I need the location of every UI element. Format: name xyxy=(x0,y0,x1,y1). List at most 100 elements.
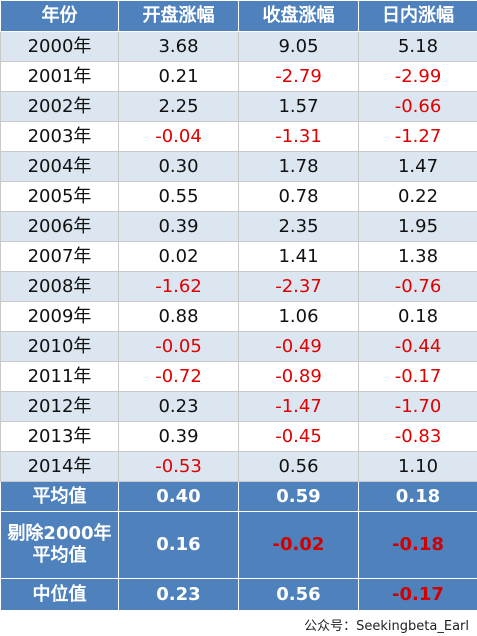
value-cell: 2.25 xyxy=(118,91,239,122)
header-cell: 开盘涨幅 xyxy=(118,0,239,32)
value-cell: -0.17 xyxy=(358,361,477,392)
summary-value: 0.18 xyxy=(358,481,477,512)
year-cell: 2006年 xyxy=(0,211,119,242)
value-cell: 5.18 xyxy=(358,31,477,62)
value-cell: 0.21 xyxy=(118,61,239,92)
value-cell: 0.78 xyxy=(238,181,359,212)
year-row: 2006年 0.39 2.35 1.95 xyxy=(0,211,477,242)
summary-label: 剔除2000年 平均值 xyxy=(0,511,119,579)
value-cell: 0.02 xyxy=(118,241,239,272)
year-cell: 2010年 xyxy=(0,331,119,362)
year-cell: 2009年 xyxy=(0,301,119,332)
data-table: 年份 开盘涨幅 收盘涨幅 日内涨幅 2000年 3.68 9.05 5.18 2001年 0.21… xyxy=(0,0,477,611)
summary-value: 0.56 xyxy=(238,578,359,611)
value-cell: 1.06 xyxy=(238,301,359,332)
year-row: 2014年 -0.53 0.56 1.10 xyxy=(0,451,477,482)
year-row: 2012年 0.23 -1.47 -1.70 xyxy=(0,391,477,422)
value-cell: -1.62 xyxy=(118,271,239,302)
value-cell: 0.30 xyxy=(118,151,239,182)
header-cell: 收盘涨幅 xyxy=(238,0,359,32)
summary-value: 0.23 xyxy=(118,578,239,611)
value-cell: 1.95 xyxy=(358,211,477,242)
year-cell: 2011年 xyxy=(0,361,119,392)
year-row: 2007年 0.02 1.41 1.38 xyxy=(0,241,477,272)
summary-value: -0.18 xyxy=(358,511,477,579)
value-cell: -0.04 xyxy=(118,121,239,152)
value-cell: -2.99 xyxy=(358,61,477,92)
summary-label-line: 剔除2000年 xyxy=(7,523,112,544)
year-row: 2002年 2.25 1.57 -0.66 xyxy=(0,91,477,122)
value-cell: -0.83 xyxy=(358,421,477,452)
value-cell: -0.72 xyxy=(118,361,239,392)
year-cell: 2001年 xyxy=(0,61,119,92)
value-cell: 1.10 xyxy=(358,451,477,482)
value-cell: -0.45 xyxy=(238,421,359,452)
credit: 公众号：Seekingbeta_Earl xyxy=(304,619,469,634)
value-cell: -0.66 xyxy=(358,91,477,122)
summary-label: 平均值 xyxy=(0,481,119,512)
year-cell: 2005年 xyxy=(0,181,119,212)
summary-value: 0.40 xyxy=(118,481,239,512)
year-row: 2004年 0.30 1.78 1.47 xyxy=(0,151,477,182)
summary-value: 0.16 xyxy=(118,511,239,579)
value-cell: 1.57 xyxy=(238,91,359,122)
value-cell: -0.53 xyxy=(118,451,239,482)
value-cell: 0.39 xyxy=(118,211,239,242)
year-row: 2005年 0.55 0.78 0.22 xyxy=(0,181,477,212)
value-cell: 9.05 xyxy=(238,31,359,62)
value-cell: -0.05 xyxy=(118,331,239,362)
year-row: 2009年 0.88 1.06 0.18 xyxy=(0,301,477,332)
value-cell: 1.78 xyxy=(238,151,359,182)
year-row: 2013年 0.39 -0.45 -0.83 xyxy=(0,421,477,452)
header-row: 年份 开盘涨幅 收盘涨幅 日内涨幅 xyxy=(0,0,477,32)
summary-value: -0.17 xyxy=(358,578,477,611)
value-cell: -0.49 xyxy=(238,331,359,362)
value-cell: -1.27 xyxy=(358,121,477,152)
year-cell: 2007年 xyxy=(0,241,119,272)
summary-value: -0.02 xyxy=(238,511,359,579)
summary-label-line: 中位值 xyxy=(32,583,87,605)
value-cell: 1.47 xyxy=(358,151,477,182)
value-cell: -1.70 xyxy=(358,391,477,422)
year-row: 2001年 0.21 -2.79 -2.99 xyxy=(0,61,477,92)
value-cell: 1.38 xyxy=(358,241,477,272)
year-cell: 2003年 xyxy=(0,121,119,152)
summary-value: 0.59 xyxy=(238,481,359,512)
summary-row: 剔除2000年 平均值 0.16 -0.02 -0.18 xyxy=(0,511,477,579)
summary-row: 平均值 0.40 0.59 0.18 xyxy=(0,481,477,512)
value-cell: -0.89 xyxy=(238,361,359,392)
year-row: 2008年 -1.62 -2.37 -0.76 xyxy=(0,271,477,302)
year-row: 2003年 -0.04 -1.31 -1.27 xyxy=(0,121,477,152)
header-cell: 日内涨幅 xyxy=(358,0,477,32)
value-cell: 2.35 xyxy=(238,211,359,242)
value-cell: 0.18 xyxy=(358,301,477,332)
summary-label-line: 平均值 xyxy=(32,485,87,507)
value-cell: -2.79 xyxy=(238,61,359,92)
year-row: 2011年 -0.72 -0.89 -0.17 xyxy=(0,361,477,392)
value-cell: 1.41 xyxy=(238,241,359,272)
value-cell: -2.37 xyxy=(238,271,359,302)
year-row: 2010年 -0.05 -0.49 -0.44 xyxy=(0,331,477,362)
value-cell: 0.55 xyxy=(118,181,239,212)
value-cell: -0.76 xyxy=(358,271,477,302)
year-cell: 2012年 xyxy=(0,391,119,422)
value-cell: 0.22 xyxy=(358,181,477,212)
value-cell: -0.44 xyxy=(358,331,477,362)
header-cell: 年份 xyxy=(0,0,119,32)
value-cell: 0.23 xyxy=(118,391,239,422)
year-row: 2000年 3.68 9.05 5.18 xyxy=(0,31,477,62)
value-cell: 0.88 xyxy=(118,301,239,332)
value-cell: -1.31 xyxy=(238,121,359,152)
summary-row: 中位值 0.23 0.56 -0.17 xyxy=(0,578,477,611)
value-cell: 0.39 xyxy=(118,421,239,452)
year-cell: 2002年 xyxy=(0,91,119,122)
value-cell: 0.56 xyxy=(238,451,359,482)
value-cell: -1.47 xyxy=(238,391,359,422)
year-cell: 2008年 xyxy=(0,271,119,302)
summary-label: 中位值 xyxy=(0,578,119,611)
footer: 公众号：Seekingbeta_Earl xyxy=(0,610,477,636)
year-cell: 2000年 xyxy=(0,31,119,62)
summary-label-line: 平均值 xyxy=(32,545,87,566)
value-cell: 3.68 xyxy=(118,31,239,62)
